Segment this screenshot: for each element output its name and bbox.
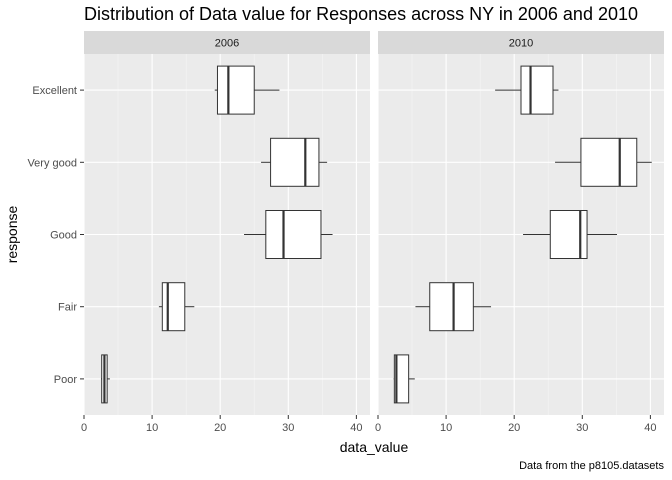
box-iqr [520,65,554,115]
box-iqr [429,282,474,332]
box-iqr [393,354,410,404]
facet-label-2010: 2010 [509,38,533,50]
box-2010-poor [393,354,415,404]
box-iqr [270,137,320,187]
box-iqr [265,210,322,259]
box-iqr [580,137,638,187]
y-tick-label: Excellent [32,85,77,97]
box-iqr [216,65,255,115]
x-tick-label: 0 [81,422,87,434]
x-tick-label: 40 [350,422,362,434]
x-tick-label: 10 [146,422,158,434]
x-tick-label: 30 [576,422,588,434]
box-2006-very-good [261,137,328,187]
facet-strip-2010 [378,31,664,54]
box-2006-good [244,210,333,259]
chart-title: Distribution of Data value for Responses… [84,4,638,24]
y-axis-title: response [4,205,20,263]
box-2006-excellent [214,65,280,115]
x-tick-label: 20 [508,422,520,434]
facet-label-2006: 2006 [215,38,239,50]
box-iqr [549,210,588,259]
y-tick-label: Good [50,230,77,242]
chart-caption: Data from the p8105.datasets [519,460,664,472]
y-tick-label: Fair [58,302,77,314]
box-2010-excellent [495,65,559,115]
box-2006-poor [101,354,110,404]
box-2010-very-good [555,137,652,187]
x-tick-label: 30 [282,422,294,434]
y-tick-label: Very good [27,157,77,169]
x-tick-label: 10 [440,422,452,434]
box-2006-fair [158,282,195,332]
y-tick-label: Poor [54,374,78,386]
x-tick-label: 0 [375,422,381,434]
x-tick-label: 40 [644,422,656,434]
x-axis-title: data_value [340,439,409,455]
facet-strip-2006 [84,31,370,54]
box-2010-good [523,210,618,259]
box-iqr [161,282,186,332]
box-2010-fair [415,282,492,332]
x-tick-label: 20 [214,422,226,434]
